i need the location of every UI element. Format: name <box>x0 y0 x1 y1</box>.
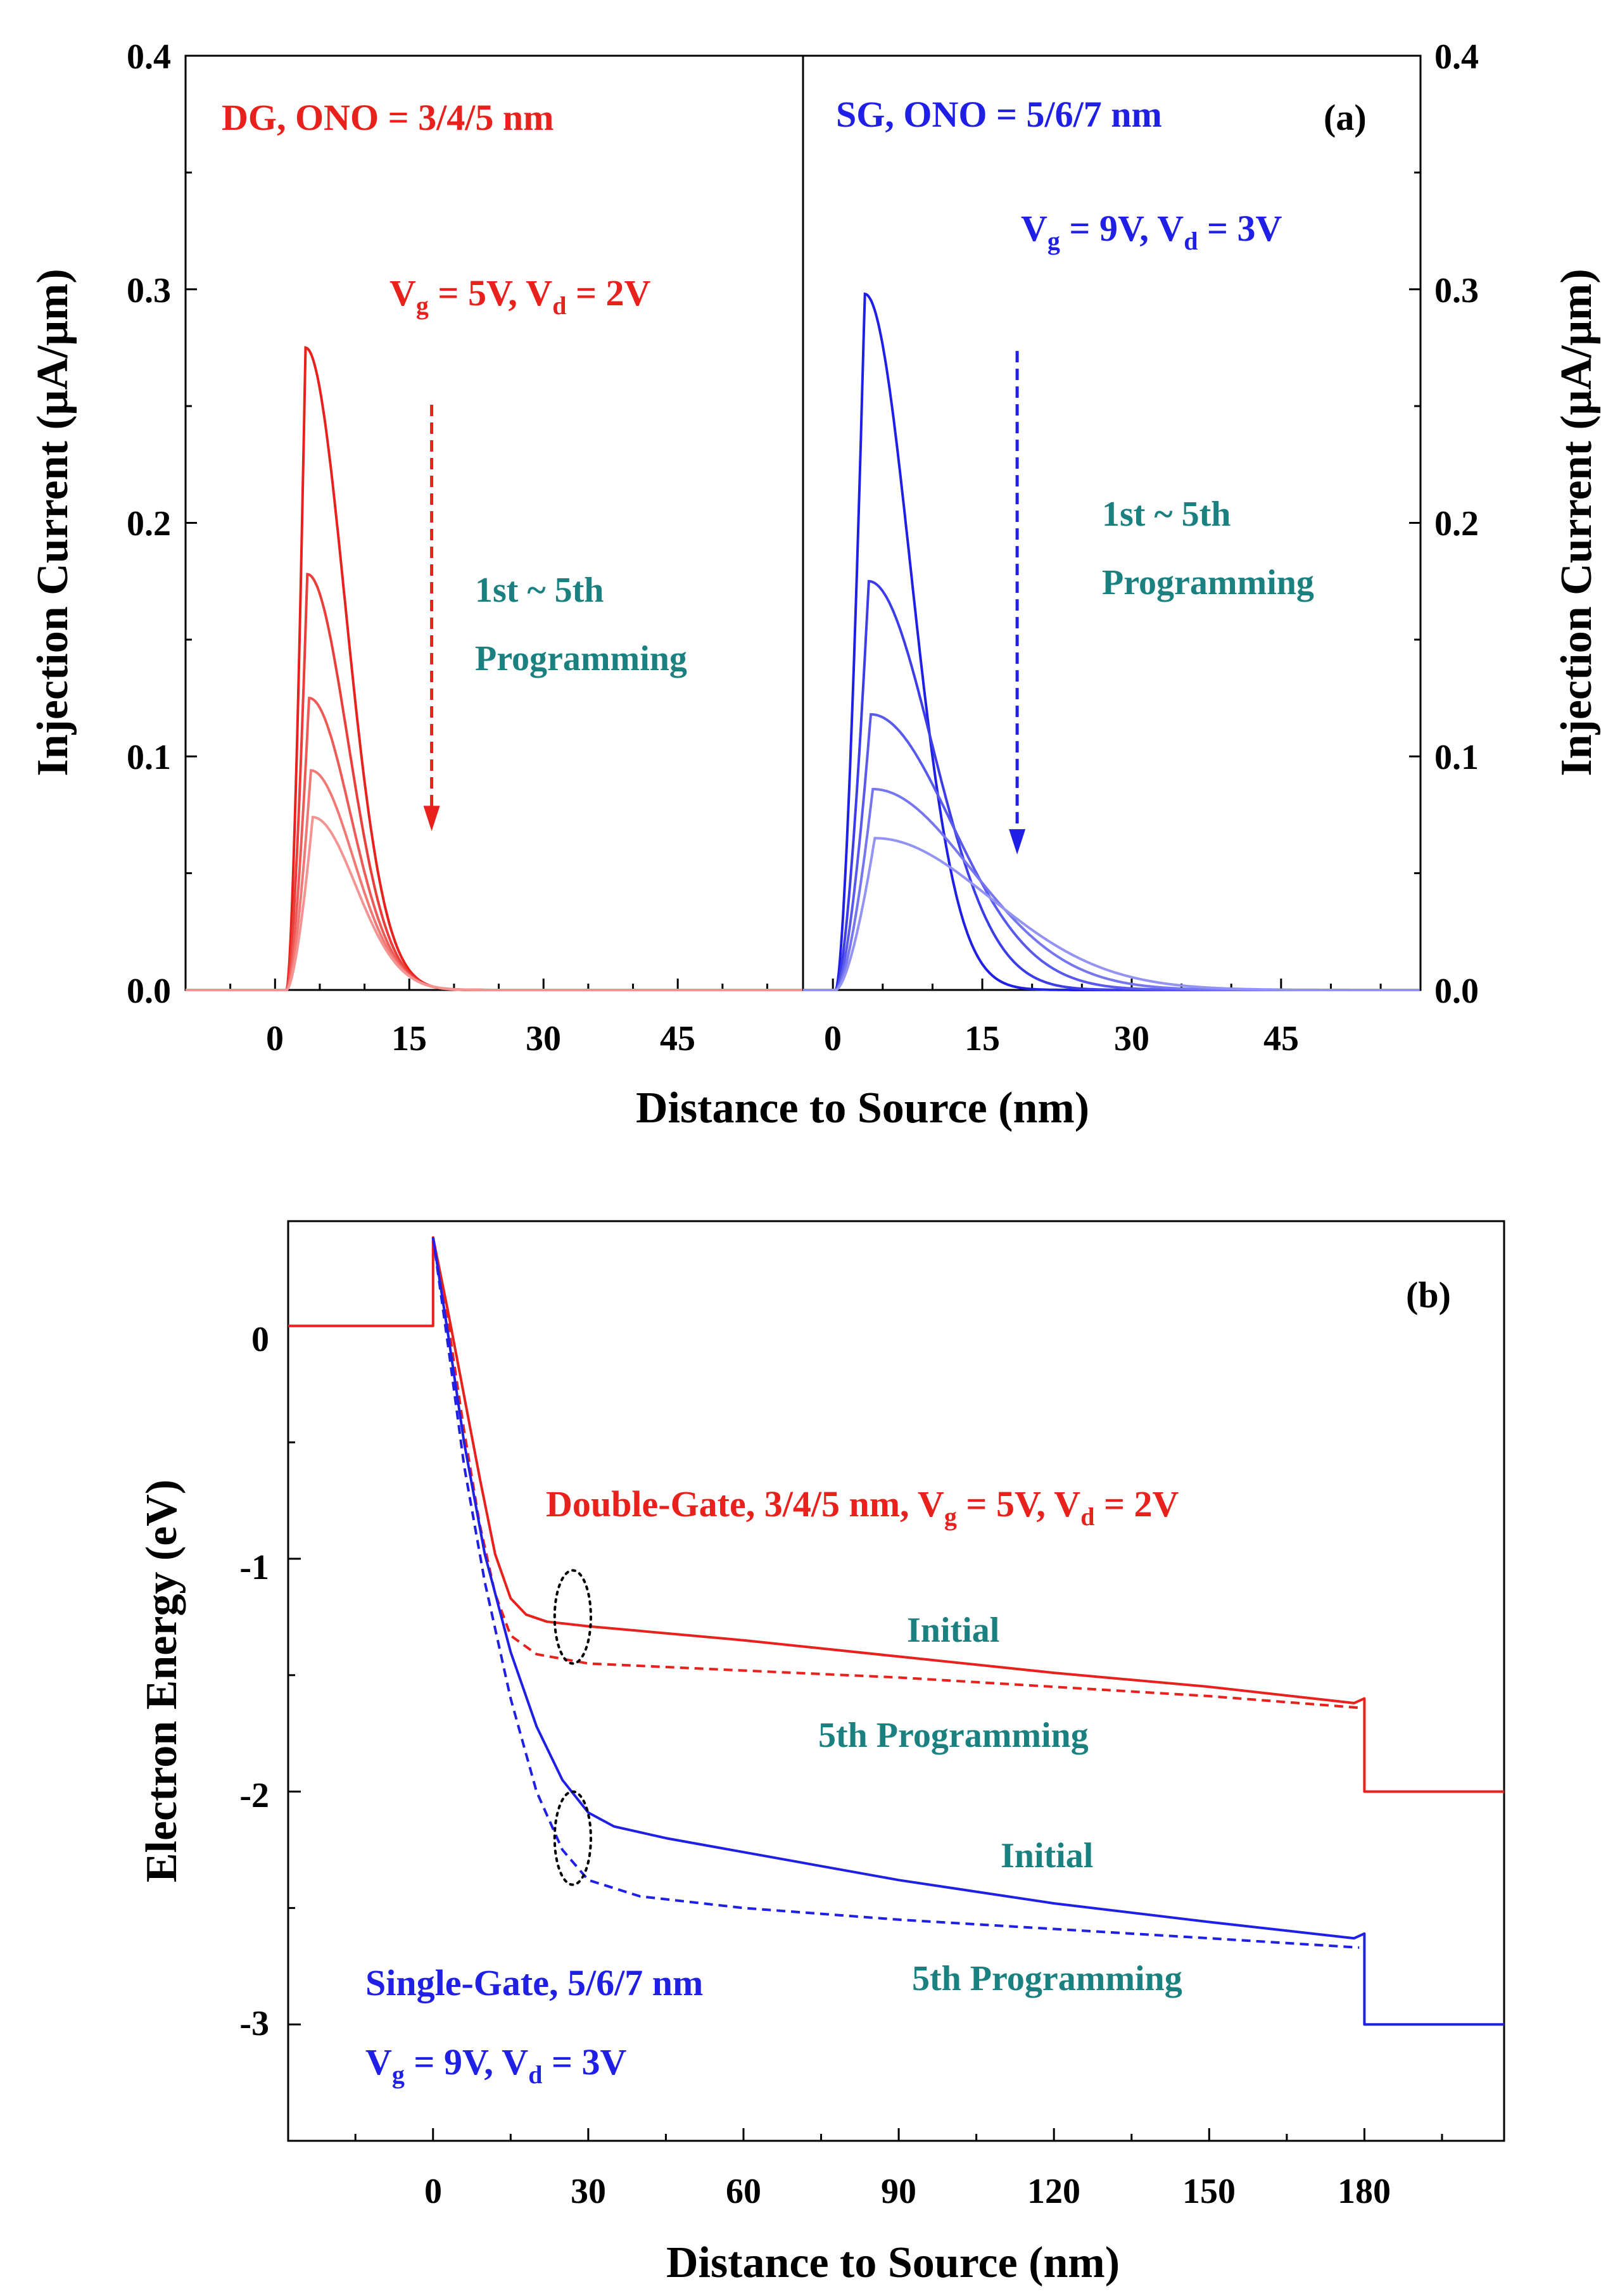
b-dg-initial: Initial <box>907 1611 999 1650</box>
a-left-ytick-2: 0.2 <box>127 504 171 543</box>
b-ellipse-1 <box>553 1790 592 1886</box>
a-sg-curve-4th <box>803 787 1420 991</box>
b-xtick-150: 150 <box>1182 2172 1236 2211</box>
b-ytick-0: 0 <box>251 1320 269 1359</box>
b-dg-label-s1: g <box>944 1502 957 1531</box>
a-left-ytick-0: 0.0 <box>127 972 171 1011</box>
a-sg-cond-p3: = 3V <box>1198 208 1282 249</box>
a-sg-cond-s1: g <box>1047 227 1060 255</box>
b-ylabel: Electron Energy (eV) <box>137 1480 186 1882</box>
a-right-ytick-2: 0.2 <box>1434 504 1479 543</box>
b-sg-label2-p2: = 9V, V <box>405 2041 528 2083</box>
b-sg-label2-p3: = 3V <box>542 2041 626 2083</box>
a-dg-cond-p3: = 2V <box>566 272 650 314</box>
b-dg-label-s2: d <box>1080 1502 1094 1531</box>
b-dg-label-p1: Double-Gate, 3/4/5 nm, V <box>546 1483 944 1525</box>
panel-a: 0.0 0.1 0.2 0.3 0.4 0.0 0.1 0.2 0.3 0.4 … <box>28 37 1601 1132</box>
a-dg-cond-p1: V <box>389 272 416 314</box>
b-xlabel: Distance to Source (nm) <box>666 2238 1120 2287</box>
a-sg-note-line2: Programming <box>1102 563 1314 602</box>
panel-b-ticks <box>288 1324 1443 2142</box>
panel-a-curves <box>186 292 1420 991</box>
panel-a-frame-left <box>184 54 804 991</box>
a-sg-note-line1: 1st ~ 5th <box>1102 495 1231 534</box>
a-sg-condition: Vg = 9V, Vd = 3V <box>1021 208 1282 255</box>
a-ylabel-right: Injection Current (μA/μm) <box>1552 269 1601 776</box>
b-ellipse-0 <box>553 1569 592 1665</box>
a-sg-title: SG, ONO = 5/6/7 nm <box>836 94 1162 135</box>
a-sg-xtick-0: 0 <box>824 1019 842 1058</box>
a-dg-cond-s1: g <box>416 291 429 320</box>
a-sg-curve-3rd <box>803 713 1420 991</box>
b-sg-5th: 5th Programming <box>912 1959 1182 1998</box>
a-panel-label: (a) <box>1324 97 1367 138</box>
b-curve-double-gate-initial <box>288 1236 1504 1793</box>
a-dg-note-line1: 1st ~ 5th <box>475 571 604 610</box>
b-xtick-120: 120 <box>1027 2172 1080 2211</box>
a-right-ytick-3: 0.3 <box>1434 271 1479 310</box>
a-dg-title: DG, ONO = 3/4/5 nm <box>222 97 554 138</box>
a-sg-curve-2nd <box>803 580 1420 991</box>
a-ylabel-left: Injection Current (μA/μm) <box>28 269 77 776</box>
b-panel-label: (b) <box>1406 1274 1451 1316</box>
a-sg-curve-1st <box>803 292 1420 991</box>
a-left-ytick-3: 0.3 <box>127 271 171 310</box>
a-xlabel: Distance to Source (nm) <box>636 1084 1089 1132</box>
a-dg-curve-3rd <box>186 696 802 991</box>
a-dg-note-line2: Programming <box>475 639 687 678</box>
b-ytick-3: -3 <box>239 2004 269 2043</box>
a-dg-xtick-45: 45 <box>660 1019 695 1058</box>
b-dg-label-p3: = 2V <box>1094 1483 1179 1525</box>
b-sg-label-line1: Single-Gate, 5/6/7 nm <box>365 1962 703 2003</box>
b-sg-label2-p1: V <box>365 2041 392 2083</box>
b-curve-double-gate-5th-programming <box>431 1237 1360 1709</box>
b-ytick-1: -1 <box>239 1548 269 1587</box>
b-sg-initial: Initial <box>1001 1836 1093 1875</box>
a-dg-cond-p2: = 5V, V <box>429 272 552 314</box>
b-dg-label: Double-Gate, 3/4/5 nm, Vg = 5V, Vd = 2V <box>546 1483 1179 1531</box>
a-sg-xtick-30: 30 <box>1114 1019 1149 1058</box>
a-sg-cond-p1: V <box>1021 208 1047 249</box>
b-curve-single-gate-initial <box>431 1237 1504 2026</box>
a-sg-arrow-head <box>1009 829 1026 855</box>
b-curve-single-gate-5th-programming <box>431 1237 1360 1949</box>
a-dg-arrow-head <box>423 806 440 832</box>
a-sg-cond-p2: = 9V, V <box>1060 208 1184 249</box>
b-ytick-2: -2 <box>239 1776 269 1815</box>
a-dg-curve-5th <box>186 815 802 991</box>
panel-b-frame <box>287 1220 1505 2142</box>
b-xtick-180: 180 <box>1338 2172 1391 2211</box>
a-dg-xtick-30: 30 <box>526 1019 561 1058</box>
a-dg-xtick-0: 0 <box>266 1019 284 1058</box>
a-sg-curve-5th <box>803 837 1420 991</box>
b-xtick-60: 60 <box>726 2172 761 2211</box>
b-xtick-90: 90 <box>881 2172 916 2211</box>
a-right-ytick-1: 0.1 <box>1434 738 1479 777</box>
a-sg-cond-s2: d <box>1184 227 1198 255</box>
b-dg-5th: 5th Programming <box>818 1716 1089 1755</box>
b-sg-label2-s2: d <box>528 2060 542 2089</box>
a-sg-xtick-15: 15 <box>965 1019 1000 1058</box>
a-left-ytick-4: 0.4 <box>127 37 171 77</box>
b-sg-label2-s1: g <box>392 2060 405 2089</box>
b-xtick-30: 30 <box>571 2172 606 2211</box>
a-dg-cond-s2: d <box>552 291 566 320</box>
b-sg-label-line2: Vg = 9V, Vd = 3V <box>365 2041 626 2089</box>
b-xtick-0: 0 <box>424 2172 442 2211</box>
a-right-ytick-0: 0.0 <box>1434 972 1479 1011</box>
a-dg-condition: Vg = 5V, Vd = 2V <box>389 272 650 320</box>
a-sg-xtick-45: 45 <box>1263 1019 1299 1058</box>
a-left-ytick-1: 0.1 <box>127 738 171 777</box>
a-right-ytick-4: 0.4 <box>1434 37 1479 77</box>
panel-b-curves <box>288 1236 1504 2026</box>
panel-b: 0 -1 -2 -3 0 30 60 90 120 150 180 Distan… <box>137 1220 1505 2287</box>
a-dg-xtick-15: 15 <box>391 1019 427 1058</box>
b-dg-label-p2: = 5V, V <box>957 1483 1080 1525</box>
a-dg-curve-4th <box>186 769 802 991</box>
a-dg-curve-2nd <box>186 573 802 991</box>
